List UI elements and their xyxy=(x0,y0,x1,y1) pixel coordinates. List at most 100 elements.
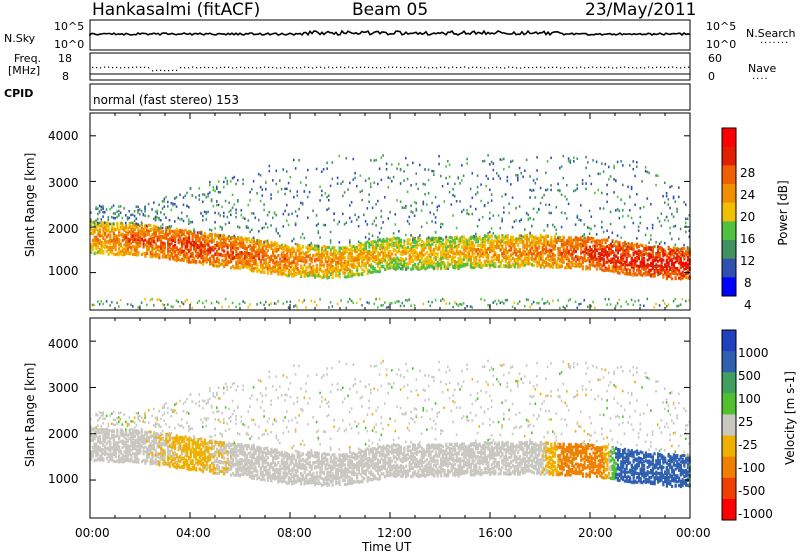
power-cell xyxy=(438,204,440,208)
power-cell xyxy=(125,242,128,246)
power-cell xyxy=(552,266,555,269)
power-cell xyxy=(569,161,572,164)
power-cell xyxy=(153,247,156,251)
power-cell xyxy=(515,207,517,210)
power-cell xyxy=(504,257,507,261)
power-cell xyxy=(410,256,413,259)
power-cell xyxy=(520,238,523,242)
power-cell xyxy=(417,236,420,240)
power-cell xyxy=(485,234,488,238)
power-cell xyxy=(419,163,421,167)
power-cell xyxy=(354,273,357,276)
power-cell xyxy=(553,257,556,261)
power-cell xyxy=(191,234,194,238)
power-cell xyxy=(242,182,244,186)
power-cell xyxy=(462,262,465,266)
power-cell xyxy=(270,270,273,274)
power-cell xyxy=(489,235,492,239)
power-cell xyxy=(576,264,579,268)
power-cell xyxy=(189,248,192,252)
power-cell xyxy=(424,168,426,171)
power-cell xyxy=(375,262,378,265)
power-cell xyxy=(219,245,222,249)
power-cell xyxy=(377,262,380,266)
power-cell xyxy=(492,214,495,217)
power-cell xyxy=(275,169,278,173)
power-cell xyxy=(475,264,478,268)
power-cell xyxy=(384,301,386,304)
power-cell xyxy=(177,256,180,260)
power-cell xyxy=(525,258,528,262)
power-cell xyxy=(359,298,362,301)
power-cell xyxy=(163,248,166,252)
power-cell xyxy=(371,246,374,249)
power-cell xyxy=(240,251,243,254)
power-cell xyxy=(480,238,483,242)
power-cell xyxy=(135,234,138,238)
power-cell xyxy=(462,258,465,261)
power-cell xyxy=(487,253,490,257)
power-cell xyxy=(95,219,97,222)
power-cell xyxy=(392,243,395,247)
power-cell xyxy=(396,199,398,202)
power-cell xyxy=(569,244,572,248)
power-cell xyxy=(191,258,194,262)
power-cell xyxy=(279,257,282,261)
power-cell xyxy=(459,236,462,240)
power-cell xyxy=(293,305,295,308)
power-cell xyxy=(361,273,364,277)
power-cell xyxy=(268,303,271,307)
power-cell xyxy=(263,244,266,248)
power-cell xyxy=(368,249,371,253)
power-cell xyxy=(511,226,514,229)
power-cell xyxy=(494,262,497,266)
power-cell xyxy=(504,244,507,247)
power-cell xyxy=(508,261,511,265)
power-cell xyxy=(240,252,243,256)
power-cell xyxy=(403,264,406,268)
power-cell xyxy=(280,243,283,247)
power-cell xyxy=(340,182,342,185)
power-cell xyxy=(499,248,502,252)
power-cell xyxy=(240,255,243,259)
power-cell xyxy=(223,241,226,245)
power-cell xyxy=(286,219,288,223)
power-cell xyxy=(207,235,210,239)
power-cell xyxy=(440,225,442,229)
power-cell xyxy=(98,251,101,255)
power-cell xyxy=(165,236,168,240)
power-cell xyxy=(559,239,562,243)
power-cell xyxy=(217,212,220,215)
power-cell xyxy=(394,301,397,304)
power-cell xyxy=(587,240,590,243)
power-cell xyxy=(315,253,318,257)
power-cell xyxy=(513,247,516,251)
power-cell xyxy=(555,240,558,244)
power-cell xyxy=(263,303,265,307)
power-cell xyxy=(422,241,425,245)
power-cell xyxy=(249,190,251,194)
power-cell xyxy=(109,242,112,246)
power-cell xyxy=(135,217,138,220)
power-cell xyxy=(557,266,560,270)
power-cell xyxy=(340,259,343,263)
power-cell xyxy=(396,242,399,246)
power-cell xyxy=(550,211,552,215)
power-cell xyxy=(466,209,468,212)
power-cell xyxy=(517,256,520,260)
power-cell xyxy=(405,205,407,208)
power-cell xyxy=(319,298,321,301)
power-cell xyxy=(221,262,224,266)
power-cell xyxy=(455,245,458,248)
power-cell xyxy=(427,261,430,265)
power-cell xyxy=(230,213,232,217)
power-cell xyxy=(352,264,355,268)
power-cell xyxy=(319,258,322,262)
power-cell xyxy=(588,174,591,178)
power-cell xyxy=(394,213,397,216)
power-cell xyxy=(525,247,528,251)
power-cell xyxy=(408,261,411,265)
power-cell xyxy=(499,177,502,180)
power-cell xyxy=(112,227,115,231)
power-cell xyxy=(560,165,563,168)
